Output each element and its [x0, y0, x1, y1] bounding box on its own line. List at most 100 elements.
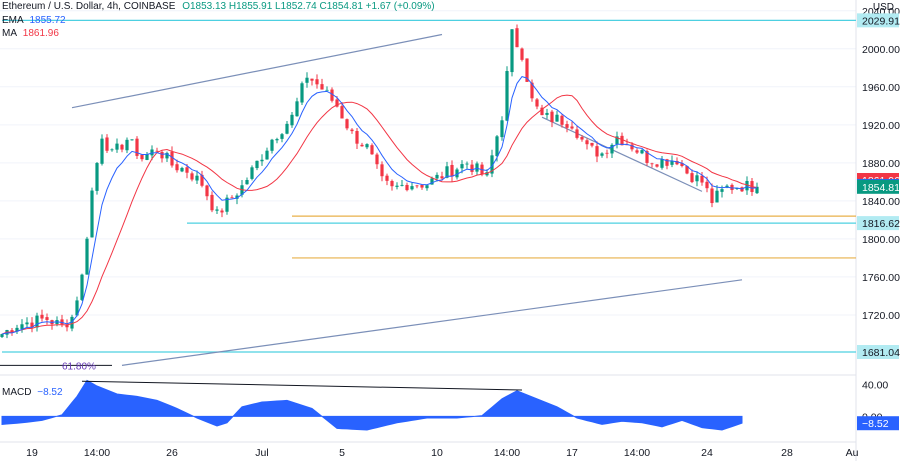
candle-body — [465, 163, 469, 165]
candle-body — [320, 84, 324, 90]
candle-body — [285, 123, 289, 134]
candle-body — [755, 186, 759, 194]
ema-legend[interactable]: EMA 1855.72 — [2, 15, 66, 26]
candle-body — [635, 150, 639, 153]
candle-body — [20, 324, 24, 329]
candle-body — [605, 152, 609, 154]
candle-body — [330, 89, 334, 101]
candle-body — [425, 185, 429, 189]
candle-body — [335, 99, 339, 107]
candle-body — [550, 111, 554, 123]
macd-last-label: −8.52 — [862, 418, 889, 430]
candle-body — [235, 195, 239, 199]
price-label-box — [857, 179, 899, 194]
candle-body — [540, 107, 544, 116]
candle-body — [430, 178, 434, 185]
moving-averages — [1, 76, 758, 335]
candle-body — [45, 317, 49, 320]
candle-body — [120, 144, 124, 150]
candle-body — [270, 139, 274, 151]
candle-body — [305, 77, 309, 83]
candle-body — [145, 154, 149, 160]
candle-body — [260, 159, 264, 162]
candle-body — [325, 89, 329, 91]
candle-body — [225, 197, 229, 212]
price-label-box — [857, 344, 899, 359]
candle-body — [10, 330, 14, 333]
candle-body — [70, 316, 74, 329]
symbol-legend[interactable]: Ethereum / U.S. Dollar, 4h, COINBASE O18… — [2, 1, 435, 12]
candle-body — [660, 159, 664, 168]
candle-body — [40, 314, 44, 319]
candle-body — [280, 134, 284, 139]
macd-value: −8.52 — [37, 387, 63, 398]
candle-body — [190, 173, 194, 180]
macd-trendline — [81, 380, 523, 391]
candle-body — [130, 139, 134, 141]
candle-body — [175, 164, 179, 171]
time-axis[interactable]: 19 14:00 26 Jul 5 10 14:00 17 14:00 24 28 Au — [26, 447, 858, 459]
candle-body — [265, 150, 269, 160]
time-tick-label: Jul — [255, 447, 268, 459]
trendline — [71, 33, 443, 109]
candle-body — [95, 163, 99, 191]
candle-body — [230, 197, 234, 199]
candle-body — [345, 119, 349, 129]
candle-body — [370, 145, 374, 155]
candle-body — [210, 194, 214, 211]
candle-body — [275, 139, 279, 141]
ma-legend[interactable]: MA 1861.96 — [2, 28, 59, 39]
candle-body — [645, 151, 649, 163]
candle-body — [415, 185, 419, 187]
candle-body — [595, 146, 599, 157]
candle-body — [700, 175, 704, 183]
candle-body — [675, 160, 679, 165]
price-axis[interactable]: 2040.002000.001960.001920.001880.001840.… — [862, 6, 900, 322]
candle-body — [295, 101, 299, 117]
candle-body — [575, 129, 579, 138]
candle-body — [680, 163, 684, 167]
candle-body — [510, 29, 514, 73]
candle-body — [365, 144, 369, 148]
candle-body — [505, 71, 509, 121]
macd-legend[interactable]: MACD −8.52 — [2, 387, 63, 398]
price-label-text: 1854.81 — [862, 182, 900, 194]
price-label-text: 2029.91 — [862, 15, 900, 27]
candle-body — [630, 144, 634, 150]
price-tick-label: 1720.00 — [862, 310, 900, 322]
candle-body — [185, 167, 189, 173]
candle-body — [0, 334, 4, 337]
candle-body — [380, 164, 384, 177]
candle-body — [340, 106, 344, 119]
candle-body — [490, 155, 494, 174]
candle-body — [135, 138, 139, 156]
candle-body — [390, 180, 394, 187]
price-label-box — [857, 216, 899, 231]
ma-label: MA — [2, 28, 17, 39]
time-tick-label: 10 — [431, 447, 443, 459]
price-label-box — [857, 13, 899, 28]
macd-label: MACD — [2, 387, 32, 398]
candle-body — [460, 164, 464, 169]
macd-tick-label: 40.00 — [862, 379, 888, 391]
candle-body — [200, 174, 204, 186]
candle-body — [165, 152, 169, 159]
macd-area — [1, 379, 743, 431]
candle-body — [85, 238, 89, 275]
candle-body — [245, 180, 249, 185]
candle-body — [300, 83, 304, 103]
trendline — [541, 116, 703, 192]
trendlines — [71, 33, 743, 366]
candle-body — [15, 327, 19, 332]
candle-body — [195, 175, 199, 181]
candle-body — [30, 322, 34, 328]
currency-unit: USD — [872, 2, 894, 13]
candle-body — [555, 114, 559, 122]
candle-body — [670, 160, 674, 165]
candle-body — [205, 185, 209, 197]
candle-body — [80, 274, 84, 300]
candle-body — [690, 173, 694, 183]
candle-body — [585, 140, 589, 145]
candle-body — [445, 166, 449, 178]
